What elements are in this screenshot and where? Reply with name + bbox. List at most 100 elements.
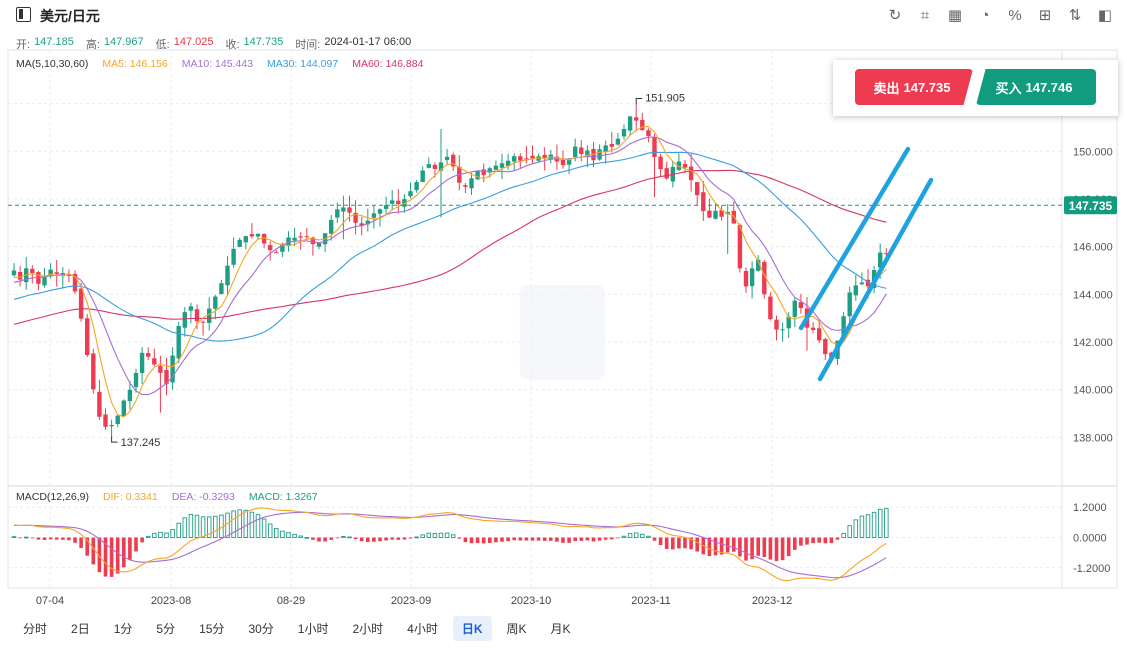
candle-body: [505, 160, 511, 167]
price-tick-label: 142.000: [1073, 337, 1113, 349]
tab-8[interactable]: 4小时: [407, 621, 438, 636]
macd-hist-bar: [420, 534, 425, 538]
layout-icon[interactable]: ◧: [1097, 7, 1113, 24]
macd-hist-bar: [164, 532, 169, 538]
tab-1[interactable]: 2日: [71, 621, 90, 636]
macd-hist-bar: [579, 537, 584, 541]
grid-icon[interactable]: ⊞: [1038, 7, 1052, 24]
macd-hist-bar: [652, 537, 657, 541]
price-tick-label: 146.000: [1073, 242, 1113, 254]
candle-body: [707, 210, 712, 218]
candle-body: [274, 252, 279, 254]
candle-body: [676, 161, 682, 170]
candle-body: [146, 353, 151, 357]
macd-hist-bar: [494, 537, 498, 543]
tab-4[interactable]: 15分: [199, 621, 225, 636]
macd-hist-bar: [627, 533, 633, 538]
draw-icon[interactable]: ⌗: [920, 6, 930, 24]
candle-body: [609, 143, 614, 147]
date-label: 2023-11: [631, 595, 671, 607]
macd-hist-bar: [500, 537, 504, 542]
tab-0[interactable]: 分时: [23, 621, 48, 636]
candle-body: [792, 300, 797, 317]
candle-body: [188, 306, 194, 311]
macd-hist-bar: [877, 508, 883, 538]
compare-icon[interactable]: ⇅: [1068, 7, 1082, 24]
macd-hist-bar: [341, 536, 346, 538]
tab-5[interactable]: 30分: [248, 621, 274, 636]
header: 美元/日元 ↻ ⌗ ▦ ◔% ⊞ ⇅ ◧: [0, 0, 1127, 30]
date-label: 2023-08: [151, 595, 191, 607]
candle-body: [335, 209, 340, 218]
candle-body: [481, 169, 486, 175]
macd-hist-bar: [396, 537, 401, 540]
macd-hist-bar: [762, 537, 767, 557]
tab-11[interactable]: 月K: [550, 621, 571, 636]
candle-body: [762, 261, 767, 295]
macd-hist-bar: [469, 537, 474, 544]
time-value: 2024-01-17 06:00: [324, 36, 412, 48]
macd-hist-bar: [128, 537, 132, 560]
candle-body: [499, 163, 505, 168]
macd-hist-bar: [182, 517, 188, 538]
tab-7[interactable]: 2小时: [352, 621, 384, 636]
candle-body: [182, 312, 187, 328]
ma60-line: [13, 169, 887, 325]
macd-hist-bar: [780, 537, 785, 561]
sell-button[interactable]: 卖出 147.735: [855, 69, 973, 105]
candle-body: [463, 185, 468, 187]
candle-body: [524, 158, 529, 160]
macd-hist-bar: [768, 537, 773, 560]
trend-line-upper: [798, 146, 911, 331]
refresh-icon[interactable]: ↻: [888, 7, 902, 24]
candle-body: [585, 150, 590, 157]
macd-hist-bar: [597, 537, 602, 541]
tab-10[interactable]: 周K: [506, 621, 527, 636]
macd-hist-bar: [378, 537, 382, 542]
macd-hist-bar: [329, 537, 333, 540]
max-marker: [635, 98, 643, 105]
pie-icon[interactable]: ◔: [980, 6, 990, 24]
macd-hist-bar: [793, 537, 797, 550]
macd-hist-bar: [658, 537, 663, 546]
ma60-value: MA60: 146.884: [352, 58, 424, 70]
tab-3[interactable]: 5分: [156, 621, 176, 636]
candle-body: [566, 159, 572, 165]
candle-body: [261, 233, 267, 244]
macd-hist-bar: [79, 537, 83, 548]
candle-body: [30, 268, 35, 274]
low-value: 147.025: [173, 36, 214, 48]
candle-body: [109, 424, 114, 427]
candle-body: [408, 191, 413, 197]
macd-hist-bar: [536, 537, 541, 541]
macd-hist-bar: [194, 514, 200, 538]
percent-icon[interactable]: %: [1008, 6, 1022, 24]
candle-body: [304, 236, 309, 238]
macd-hist-bar: [542, 537, 547, 541]
macd-hist-bar: [744, 537, 748, 561]
buy-button[interactable]: 买入 147.746: [976, 69, 1096, 105]
tab-9[interactable]: 日K: [452, 615, 492, 641]
price-tick-label: 144.000: [1073, 289, 1113, 301]
candle-body: [701, 192, 706, 212]
macd-hist-bar: [664, 537, 669, 549]
candle-body: [72, 274, 78, 292]
current-price-label: 147.735: [1069, 199, 1113, 213]
candle-body: [152, 358, 157, 365]
macd-hist-bar: [11, 536, 17, 538]
candle-body: [768, 296, 773, 320]
macd-hist-bar: [725, 537, 730, 553]
macd-hist-bar: [621, 535, 627, 538]
candle-body: [85, 318, 90, 356]
macd-hist-bar: [823, 537, 828, 544]
candle-body: [432, 164, 438, 170]
macd-hist-bar: [853, 519, 859, 538]
macd-hist-bar: [847, 525, 852, 538]
price-tick-label: 138.000: [1073, 432, 1113, 444]
candle-body: [402, 199, 407, 207]
candle-body: [121, 400, 126, 416]
chart-style-icon[interactable]: ▦: [947, 7, 963, 24]
tab-2[interactable]: 1分: [113, 621, 133, 636]
tab-6[interactable]: 1小时: [297, 621, 329, 636]
